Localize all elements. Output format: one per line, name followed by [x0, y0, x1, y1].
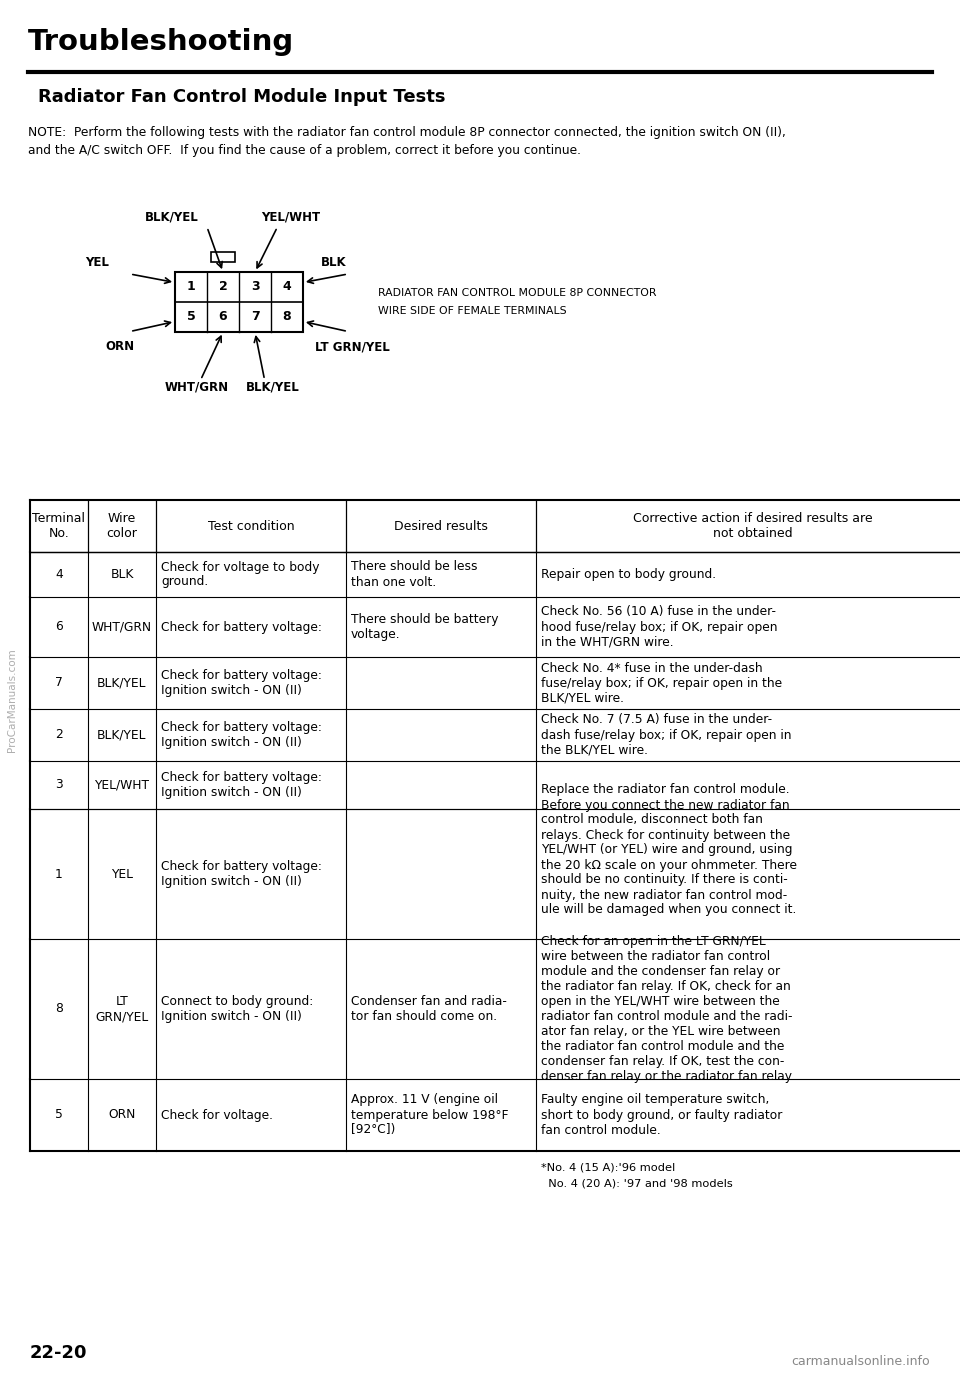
Text: 22-20: 22-20	[30, 1344, 87, 1362]
Text: 6: 6	[55, 620, 62, 633]
Text: LT GRN/YEL: LT GRN/YEL	[315, 339, 390, 353]
Text: LT
GRN/YEL: LT GRN/YEL	[95, 995, 149, 1022]
Text: BLK/YEL: BLK/YEL	[97, 729, 147, 741]
Text: Check for battery voltage:
Ignition switch - ON (II): Check for battery voltage: Ignition swit…	[161, 721, 322, 748]
Text: 8: 8	[282, 310, 291, 324]
Text: Faulty engine oil temperature switch,
short to body ground, or faulty radiator
f: Faulty engine oil temperature switch, sh…	[541, 1093, 782, 1136]
Text: Radiator Fan Control Module Input Tests: Radiator Fan Control Module Input Tests	[38, 88, 445, 106]
Text: 7: 7	[251, 310, 259, 324]
Text: 2: 2	[219, 281, 228, 294]
Text: YEL: YEL	[111, 868, 133, 881]
Text: Repair open to body ground.: Repair open to body ground.	[541, 568, 716, 581]
Text: ProCarManuals.com: ProCarManuals.com	[7, 648, 17, 753]
Text: BLK: BLK	[110, 568, 133, 581]
Text: Check for battery voltage:: Check for battery voltage:	[161, 620, 322, 633]
Text: Desired results: Desired results	[394, 519, 488, 533]
Text: Check for an open in the LT GRN/YEL
wire between the radiator fan control
module: Check for an open in the LT GRN/YEL wire…	[541, 935, 794, 1084]
Text: 1: 1	[55, 868, 62, 881]
Text: 7: 7	[55, 676, 62, 690]
Text: No. 4 (20 A): '97 and '98 models: No. 4 (20 A): '97 and '98 models	[541, 1178, 732, 1188]
Text: Troubleshooting: Troubleshooting	[28, 28, 295, 56]
Text: 2: 2	[55, 729, 62, 741]
Text: carmanualsonline.info: carmanualsonline.info	[791, 1355, 930, 1367]
Text: Replace the radiator fan control module.
Before you connect the new radiator fan: Replace the radiator fan control module.…	[541, 783, 797, 917]
Text: NOTE:  Perform the following tests with the radiator fan control module 8P conne: NOTE: Perform the following tests with t…	[28, 127, 786, 139]
Text: YEL: YEL	[85, 256, 108, 268]
Text: 5: 5	[55, 1109, 63, 1121]
Bar	[175, 273, 303, 332]
Text: 1: 1	[186, 281, 196, 294]
Text: 4: 4	[55, 568, 62, 581]
Text: RADIATOR FAN CONTROL MODULE 8P CONNECTOR: RADIATOR FAN CONTROL MODULE 8P CONNECTOR	[378, 288, 657, 298]
Text: Check No. 56 (10 A) fuse in the under-
hood fuse/relay box; if OK, repair open
i: Check No. 56 (10 A) fuse in the under- h…	[541, 605, 778, 648]
Text: Connect to body ground:
Ignition switch - ON (II): Connect to body ground: Ignition switch …	[161, 995, 313, 1022]
Text: WHT/GRN: WHT/GRN	[165, 381, 229, 394]
Text: and the A/C switch OFF.  If you find the cause of a problem, correct it before y: and the A/C switch OFF. If you find the …	[28, 145, 581, 157]
Text: Check No. 7 (7.5 A) fuse in the under-
dash fuse/relay box; if OK, repair open i: Check No. 7 (7.5 A) fuse in the under- d…	[541, 714, 791, 757]
Text: Check for battery voltage:
Ignition switch - ON (II): Check for battery voltage: Ignition swit…	[161, 669, 322, 697]
Text: Check No. 4* fuse in the under-dash
fuse/relay box; if OK, repair open in the
BL: Check No. 4* fuse in the under-dash fuse…	[541, 662, 782, 704]
Text: BLK/YEL: BLK/YEL	[97, 676, 147, 690]
Bar	[30, 499, 960, 552]
Text: There should be less
than one volt.: There should be less than one volt.	[351, 561, 477, 588]
Bar	[211, 252, 235, 262]
Text: Check for battery voltage:
Ignition switch - ON (II): Check for battery voltage: Ignition swit…	[161, 860, 322, 887]
Text: Check for voltage to body
ground.: Check for voltage to body ground.	[161, 561, 320, 588]
Text: 3: 3	[251, 281, 259, 294]
Text: ORN: ORN	[105, 339, 134, 353]
Text: Test condition: Test condition	[207, 519, 295, 533]
Text: 6: 6	[219, 310, 228, 324]
Text: Check for voltage.: Check for voltage.	[161, 1109, 273, 1121]
Text: Check for battery voltage:
Ignition switch - ON (II): Check for battery voltage: Ignition swit…	[161, 771, 322, 798]
Text: Corrective action if desired results are
not obtained: Corrective action if desired results are…	[634, 512, 873, 540]
Text: 8: 8	[55, 1003, 63, 1015]
Text: 5: 5	[186, 310, 196, 324]
Text: BLK/YEL: BLK/YEL	[145, 210, 199, 224]
Text: Terminal
No.: Terminal No.	[33, 512, 85, 540]
Text: WHT/GRN: WHT/GRN	[92, 620, 152, 633]
Text: BLK: BLK	[321, 256, 347, 268]
Text: Condenser fan and radia-
tor fan should come on.: Condenser fan and radia- tor fan should …	[351, 995, 507, 1022]
Text: YEL/WHT: YEL/WHT	[261, 210, 321, 224]
Text: ORN: ORN	[108, 1109, 135, 1121]
Text: 4: 4	[282, 281, 292, 294]
Text: YEL/WHT: YEL/WHT	[94, 779, 150, 791]
Text: Approx. 11 V (engine oil
temperature below 198°F
[92°C]): Approx. 11 V (engine oil temperature bel…	[351, 1093, 509, 1136]
Text: Wire
color: Wire color	[107, 512, 137, 540]
Text: WIRE SIDE OF FEMALE TERMINALS: WIRE SIDE OF FEMALE TERMINALS	[378, 306, 566, 316]
Text: BLK/YEL: BLK/YEL	[246, 381, 300, 394]
Text: *No. 4 (15 A):'96 model: *No. 4 (15 A):'96 model	[541, 1163, 675, 1173]
Text: 3: 3	[55, 779, 62, 791]
Text: There should be battery
voltage.: There should be battery voltage.	[351, 613, 498, 641]
